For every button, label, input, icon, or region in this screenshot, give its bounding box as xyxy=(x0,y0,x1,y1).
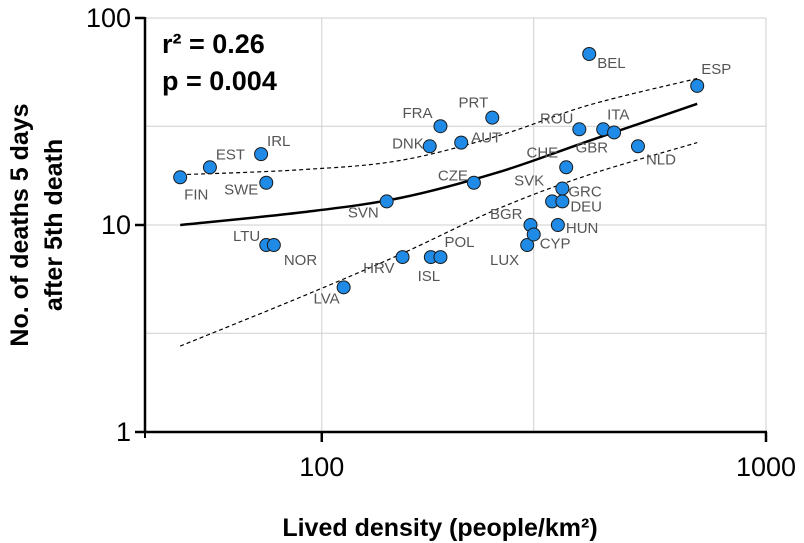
y-axis-title-line1: No. of deaths 5 days xyxy=(6,103,34,346)
point-label-rou: ROU xyxy=(540,110,573,127)
point-label-ita: ITA xyxy=(607,106,629,123)
x-tick-label: 100 xyxy=(299,452,344,482)
point-label-deu: DEU xyxy=(570,198,602,215)
p-value-text: p = 0.004 xyxy=(162,66,277,96)
data-point-irl xyxy=(254,147,269,162)
data-point-nor xyxy=(266,238,281,253)
y-tick-label: 100 xyxy=(86,3,131,33)
point-label-irl: IRL xyxy=(267,133,290,150)
data-point-cze xyxy=(466,175,481,190)
y-tick-label: 10 xyxy=(101,210,131,240)
data-point-aut xyxy=(454,135,469,150)
point-label-hrv: HRV xyxy=(363,260,394,277)
point-label-gbr: GBR xyxy=(576,139,609,156)
point-label-esp: ESP xyxy=(701,61,731,78)
axes: 1 10 100 100 1000 xyxy=(86,3,796,482)
point-label-cyp: CYP xyxy=(540,235,571,252)
ci-lower-line xyxy=(179,142,698,347)
data-point-bel xyxy=(582,47,597,62)
point-label-est: EST xyxy=(216,146,245,163)
data-points xyxy=(173,47,705,295)
data-point-hrv xyxy=(395,250,410,265)
point-label-lux: LUX xyxy=(490,252,519,269)
point-label-fin: FIN xyxy=(184,186,208,203)
point-label-prt: PRT xyxy=(459,95,489,112)
point-label-grc: GRC xyxy=(568,184,602,201)
point-label-svk: SVK xyxy=(514,172,544,189)
data-point-nld xyxy=(630,139,645,154)
point-label-ltu: LTU xyxy=(233,228,260,245)
y-tick-label: 1 xyxy=(116,417,131,447)
y-axis-title-line2: after 5th death xyxy=(40,139,68,311)
data-point-lva xyxy=(336,280,351,295)
point-label-pol: POL xyxy=(444,234,474,251)
point-label-dnk: DNK xyxy=(392,135,424,152)
point-label-aut: AUT xyxy=(471,130,501,147)
regression-line xyxy=(180,102,698,227)
point-label-cze: CZE xyxy=(438,168,468,185)
data-point-est xyxy=(202,160,217,175)
data-point-dnk xyxy=(422,139,437,154)
data-point-swe xyxy=(259,175,274,190)
point-label-bgr: BGR xyxy=(490,206,523,223)
data-point-esp xyxy=(690,78,705,93)
point-label-lva: LVA xyxy=(313,290,339,307)
data-point-deu xyxy=(555,194,570,209)
x-tick-label: 1000 xyxy=(736,452,796,482)
data-point-cyp xyxy=(526,227,541,242)
x-axis-title: Lived density (people/km²) xyxy=(282,514,597,542)
data-point-fra xyxy=(433,119,448,134)
point-label-svn: SVN xyxy=(348,204,379,221)
data-point-gbr xyxy=(607,125,622,140)
data-point-grc xyxy=(555,181,570,196)
data-point-svn xyxy=(379,194,394,209)
grid-lines xyxy=(145,17,767,432)
data-point-fin xyxy=(173,170,188,185)
data-point-prt xyxy=(485,110,500,125)
data-point-hun xyxy=(550,218,565,232)
point-label-hun: HUN xyxy=(566,220,599,237)
data-point-pol xyxy=(433,250,448,265)
data-point-che xyxy=(559,160,574,175)
data-point-lux xyxy=(520,238,535,253)
point-label-nld: NLD xyxy=(646,151,676,168)
point-label-nor: NOR xyxy=(284,252,318,269)
data-point-rou xyxy=(572,122,587,137)
r-squared-text: r² = 0.26 xyxy=(162,29,265,59)
point-label-fra: FRA xyxy=(402,105,432,122)
point-label-isl: ISL xyxy=(418,268,441,285)
ci-upper-line xyxy=(180,77,698,176)
point-label-swe: SWE xyxy=(224,182,258,199)
point-label-bel: BEL xyxy=(597,55,625,72)
point-label-che: CHE xyxy=(527,144,559,161)
